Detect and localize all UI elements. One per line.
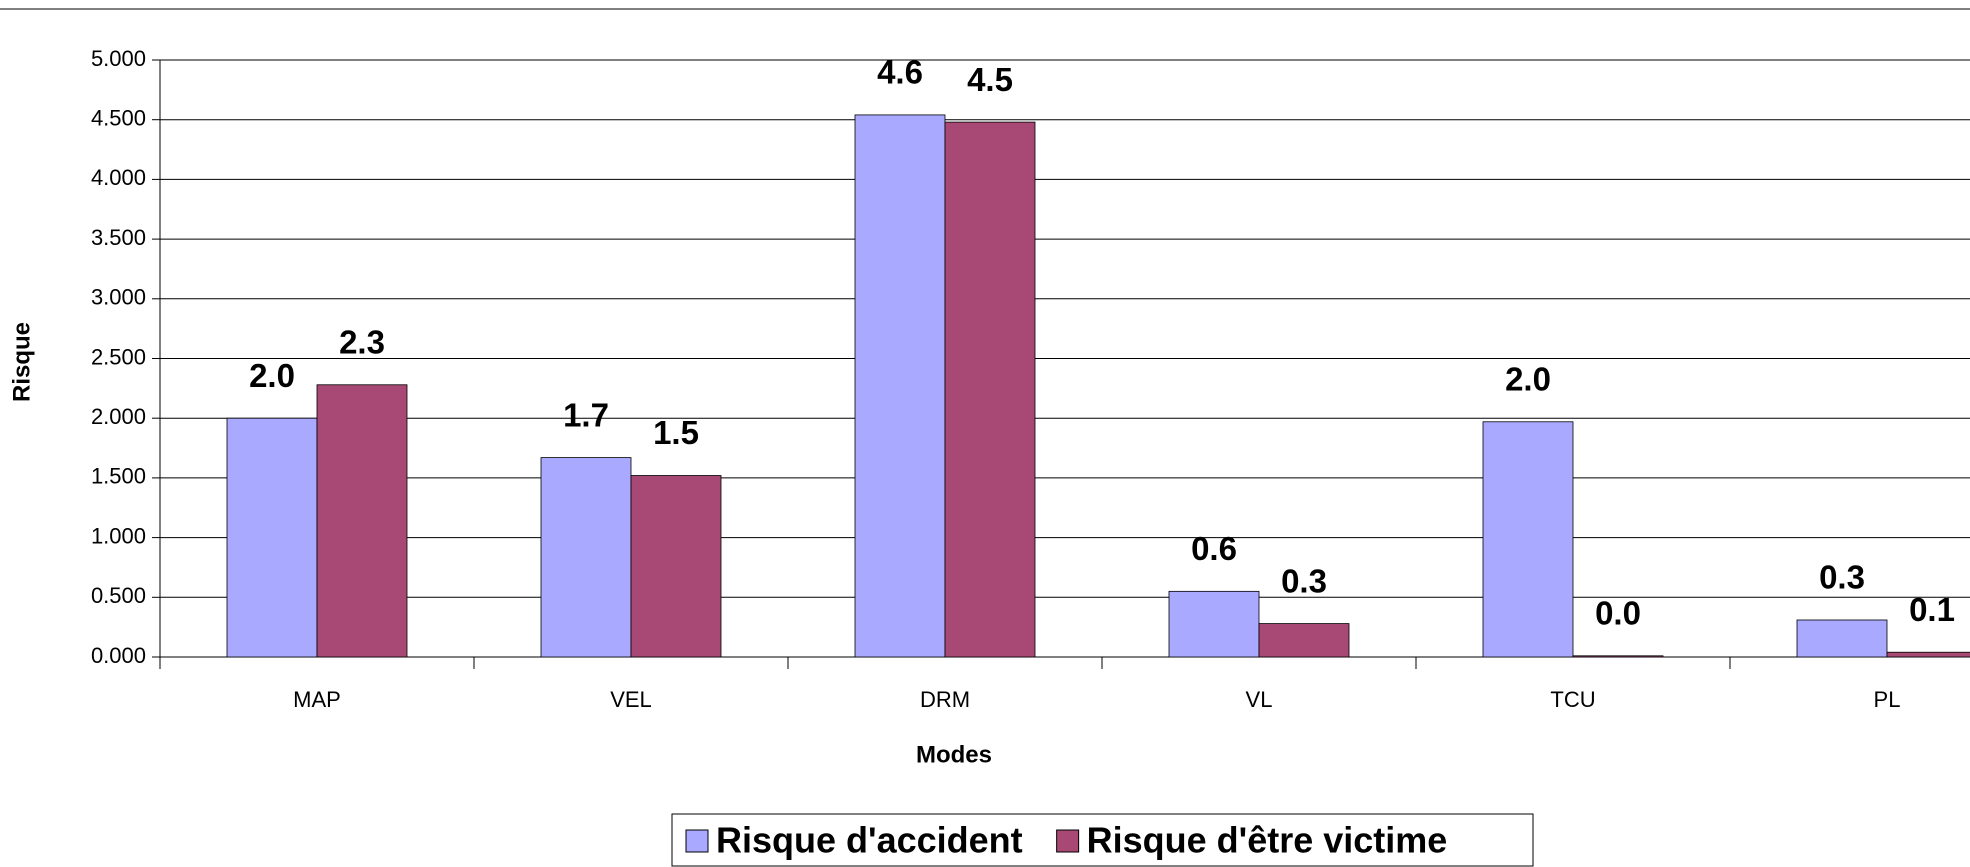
x-tick-label: PL bbox=[1874, 687, 1901, 712]
y-tick-label: 5.000 bbox=[91, 46, 146, 71]
value-label: 0.6 bbox=[1191, 530, 1237, 567]
y-tick-label: 3.500 bbox=[91, 225, 146, 250]
value-label: 2.3 bbox=[339, 323, 385, 360]
value-label: 0.0 bbox=[1595, 595, 1641, 632]
x-axis-title: Modes bbox=[916, 741, 992, 768]
value-label: 1.5 bbox=[653, 414, 699, 451]
bar bbox=[630, 475, 722, 658]
y-tick-label: 4.000 bbox=[91, 165, 146, 190]
value-label: 0.1 bbox=[1909, 591, 1955, 628]
y-tick-label: 2.500 bbox=[91, 344, 146, 369]
y-axis-title: Risque bbox=[8, 322, 35, 402]
bar bbox=[1572, 655, 1664, 658]
value-label: 2.0 bbox=[249, 357, 295, 394]
legend-swatch bbox=[1056, 829, 1080, 853]
y-tick-label: 1.500 bbox=[91, 464, 146, 489]
bar bbox=[226, 417, 318, 658]
bar bbox=[1796, 619, 1888, 658]
bar bbox=[1168, 590, 1260, 658]
y-tick-label: 0.500 bbox=[91, 583, 146, 608]
bar bbox=[316, 384, 408, 658]
bar bbox=[1482, 421, 1574, 658]
value-label: 4.6 bbox=[877, 54, 923, 91]
value-label: 0.3 bbox=[1281, 562, 1327, 599]
bar bbox=[1886, 651, 1970, 658]
bar bbox=[854, 114, 946, 658]
x-tick-label: MAP bbox=[293, 687, 341, 712]
y-tick-label: 0.000 bbox=[91, 643, 146, 668]
bar bbox=[1258, 623, 1350, 658]
y-tick-label: 3.000 bbox=[91, 285, 146, 310]
legend-box bbox=[671, 813, 1534, 867]
legend-swatch bbox=[685, 829, 709, 853]
legend-label: Risque d'accident bbox=[716, 820, 1023, 861]
value-label: 2.0 bbox=[1505, 361, 1551, 398]
value-label: 4.5 bbox=[967, 61, 1013, 98]
value-label: 1.7 bbox=[563, 396, 609, 433]
value-label: 0.3 bbox=[1819, 559, 1865, 596]
bar bbox=[540, 457, 632, 658]
y-tick-label: 2.000 bbox=[91, 404, 146, 429]
x-tick-label: DRM bbox=[920, 687, 970, 712]
bar bbox=[944, 121, 1036, 658]
x-tick-label: VEL bbox=[610, 687, 652, 712]
y-tick-label: 4.500 bbox=[91, 106, 146, 131]
x-tick-label: VL bbox=[1246, 687, 1273, 712]
x-tick-label: TCU bbox=[1550, 687, 1595, 712]
legend-label: Risque d'être victime bbox=[1087, 820, 1448, 861]
y-tick-label: 1.000 bbox=[91, 523, 146, 548]
